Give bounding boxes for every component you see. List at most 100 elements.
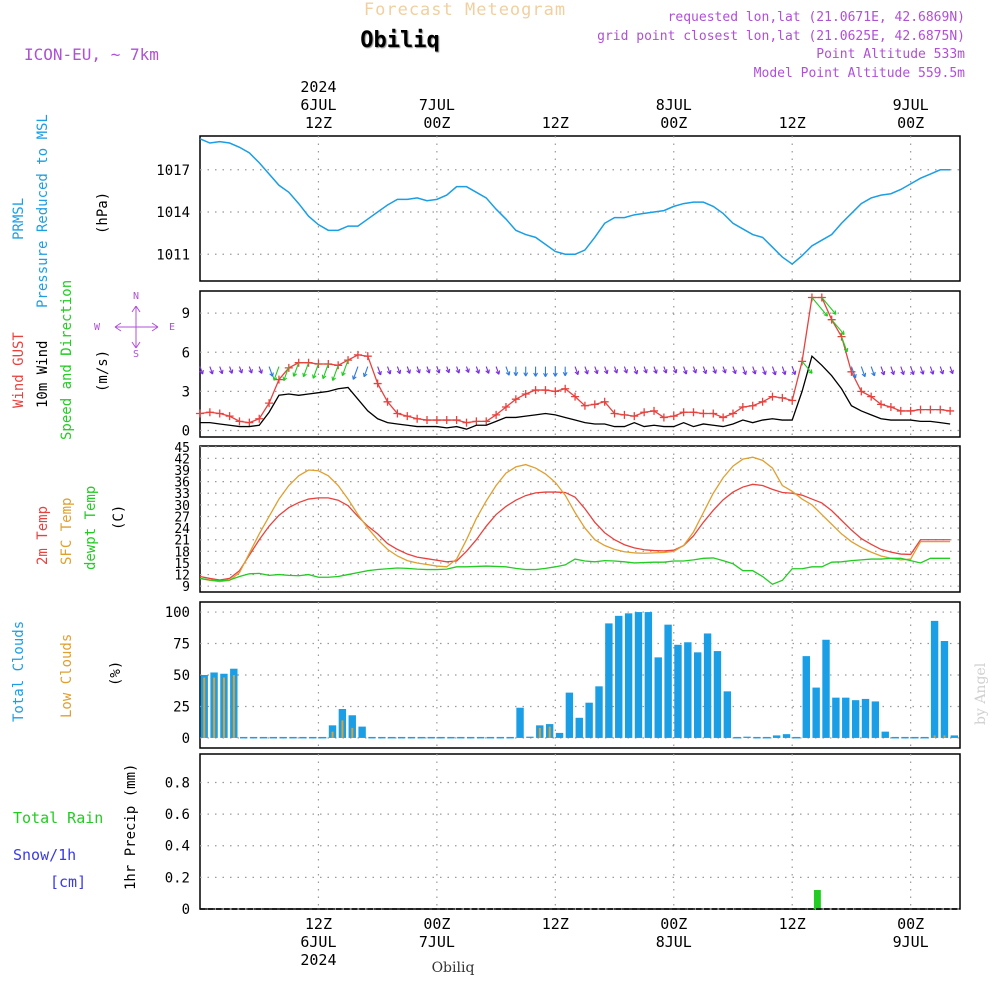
gust-marker bbox=[215, 409, 224, 418]
total-cloud-bar bbox=[881, 731, 889, 738]
total-cloud-bar bbox=[733, 736, 741, 739]
bottom-time-label: 00Z bbox=[897, 915, 924, 933]
y-tick-label: 75 bbox=[173, 637, 190, 653]
wind-direction-arrow bbox=[752, 366, 757, 375]
y-tick-label: 0.6 bbox=[165, 807, 190, 823]
wind-direction-arrow bbox=[584, 366, 589, 375]
gust-marker bbox=[245, 418, 254, 427]
gust-marker bbox=[689, 408, 698, 417]
gridpoint-coords: grid point closest lon,lat (21.0625E, 42… bbox=[597, 29, 965, 44]
total-cloud-bar bbox=[239, 736, 248, 739]
gust-marker bbox=[679, 408, 688, 417]
gust-marker bbox=[531, 386, 540, 395]
gust-line bbox=[199, 296, 951, 424]
total-cloud-bar bbox=[654, 657, 662, 738]
gust-marker bbox=[847, 367, 856, 376]
total-cloud-bar bbox=[792, 736, 801, 739]
y-tick-label: 9 bbox=[182, 306, 190, 322]
wind-direction-arrow bbox=[321, 363, 329, 380]
wind-direction-arrow bbox=[623, 366, 628, 374]
low-cloud-bar bbox=[341, 720, 344, 738]
panel-frame bbox=[199, 290, 961, 438]
gust-marker bbox=[699, 409, 708, 418]
bottom-time-label: 2024 bbox=[300, 951, 336, 969]
wind-direction-arrow bbox=[268, 366, 274, 377]
total-cloud-bar bbox=[269, 736, 277, 739]
y-tick-label: 45 bbox=[174, 441, 190, 456]
wind-direction-arrow bbox=[594, 366, 599, 375]
gust-marker bbox=[501, 403, 510, 412]
y-tick-label: 25 bbox=[173, 699, 190, 715]
total-cloud-bar bbox=[466, 736, 475, 739]
top-time-label: 9JUL bbox=[893, 96, 929, 114]
wind-direction-arrow bbox=[682, 366, 688, 375]
wind-direction-arrow bbox=[292, 362, 300, 377]
total-cloud-bar bbox=[289, 736, 297, 739]
gust-marker bbox=[748, 401, 757, 410]
snow-unit-label: [cm] bbox=[50, 873, 86, 891]
compass-w: W bbox=[94, 322, 101, 333]
wind-direction-arrow bbox=[900, 366, 905, 376]
gust-marker bbox=[551, 387, 560, 396]
wind-direction-arrow bbox=[662, 366, 668, 374]
bottom-time-label: 12Z bbox=[779, 915, 806, 933]
low-cloud-bar bbox=[203, 677, 206, 738]
bottom-time-label: 12Z bbox=[542, 915, 569, 933]
total-cloud-bar bbox=[486, 736, 495, 739]
gust-marker bbox=[432, 416, 441, 425]
total-cloud-bar bbox=[911, 736, 919, 739]
total-cloud-bar bbox=[694, 652, 702, 738]
y-tick-label: 39 bbox=[174, 464, 190, 479]
wind-direction-arrow bbox=[939, 366, 945, 375]
wind-direction-arrow bbox=[258, 366, 263, 374]
gust-label: Wind GUST bbox=[11, 332, 27, 408]
wind-direction-arrow bbox=[850, 366, 857, 379]
gust-marker bbox=[205, 408, 214, 417]
total-cloud-bar bbox=[585, 702, 593, 738]
low-cloud-bar bbox=[943, 735, 946, 738]
wind-direction-arrow bbox=[653, 366, 658, 374]
bottom-time-label: 9JUL bbox=[893, 933, 929, 951]
total-cloud-bar bbox=[851, 700, 860, 738]
wind-direction-arrow bbox=[218, 366, 224, 375]
wind-direction-arrow bbox=[562, 366, 568, 377]
model-name: ICON-EU, ~ 7km bbox=[24, 45, 159, 64]
gust-marker bbox=[650, 406, 659, 415]
total-cloud-bar bbox=[891, 736, 899, 739]
y-tick-label: 0 bbox=[182, 731, 190, 747]
total-cloud-bar bbox=[802, 656, 810, 738]
wind-direction-arrow bbox=[406, 366, 411, 374]
total-cloud-bar bbox=[555, 732, 564, 738]
dewpt-temp-line bbox=[199, 557, 951, 585]
total-cloud-bar bbox=[822, 639, 830, 738]
wind-direction-arrow bbox=[771, 366, 777, 376]
wind-direction-arrow bbox=[302, 362, 310, 378]
wind-direction-arrow bbox=[613, 366, 619, 374]
wind-direction-arrow bbox=[880, 366, 886, 376]
total-cloud-bar bbox=[871, 701, 880, 738]
gust-marker bbox=[640, 408, 649, 417]
point-altitude: Point Altitude 533m bbox=[816, 47, 965, 62]
gust-marker bbox=[817, 293, 826, 302]
gust-marker bbox=[265, 399, 274, 408]
y-tick-label: 100 bbox=[165, 605, 190, 621]
wind-direction-arrow bbox=[248, 366, 253, 374]
total-cloud-bar bbox=[634, 612, 643, 738]
gust-marker bbox=[196, 409, 204, 418]
winddir-label: Speed and Direction bbox=[59, 280, 75, 440]
y-tick-label: 0 bbox=[182, 902, 190, 918]
gust-marker bbox=[896, 406, 905, 415]
rain-bar bbox=[813, 890, 821, 909]
meteogram-title: Forecast Meteogram bbox=[364, 0, 566, 20]
pressure-label-desc: Pressure Reduced to MSL bbox=[35, 114, 51, 308]
y-tick-label: 33 bbox=[174, 487, 190, 502]
wind-direction-arrow bbox=[831, 319, 845, 336]
y-tick-label: 1014 bbox=[156, 205, 190, 221]
gust-marker bbox=[393, 409, 402, 418]
wind-direction-arrow bbox=[445, 366, 451, 374]
wind-direction-arrow bbox=[362, 366, 369, 378]
gust-marker bbox=[916, 405, 925, 414]
low-cloud-bar bbox=[538, 727, 541, 738]
gust-marker bbox=[274, 375, 283, 384]
